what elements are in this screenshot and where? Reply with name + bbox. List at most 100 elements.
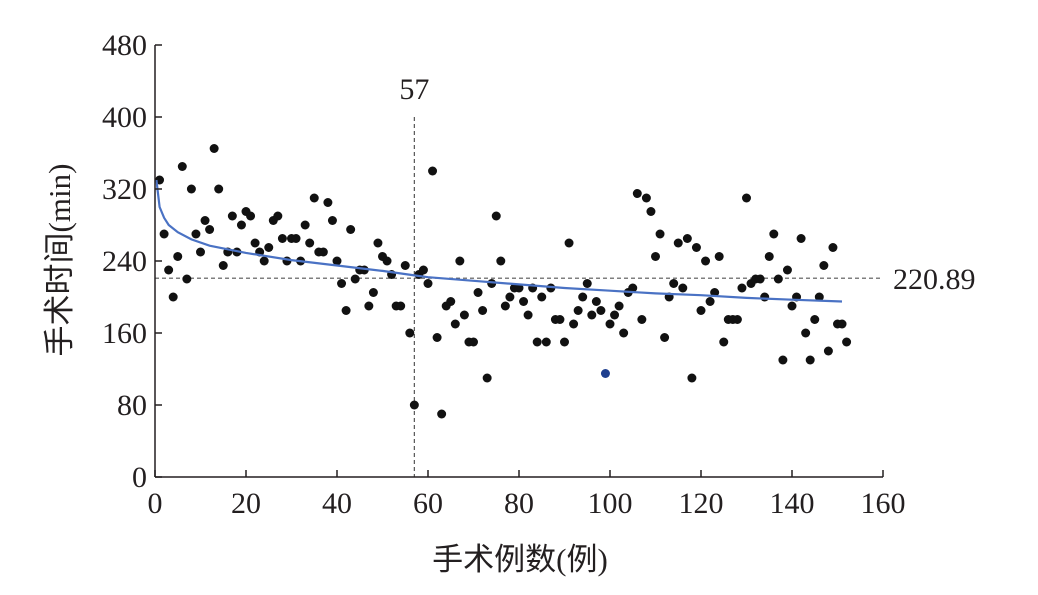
data-point [368,288,378,297]
data-point [573,306,583,315]
data-point [455,256,465,266]
data-point [637,315,647,324]
data-point [823,346,833,356]
data-point [450,319,460,329]
data-point [332,256,342,266]
horizontal-reference-label: 220.89 [893,263,976,296]
data-point [641,193,651,203]
data-point [205,225,215,234]
x-axis-title: 手术例数(例) [432,542,608,577]
data-point [277,234,287,243]
data-point [164,265,174,275]
data-point [732,315,742,324]
data-point [305,238,315,248]
data-point [428,166,438,176]
data-point [773,274,783,284]
highlighted-data-point [600,369,610,378]
data-point [273,211,283,221]
x-tick-label: 20 [231,487,261,520]
data-point [541,337,551,347]
data-point [796,234,806,243]
data-point [259,256,269,266]
data-point [842,337,852,347]
data-point [801,328,811,338]
data-point [837,319,847,329]
data-point [591,297,601,306]
data-point [614,301,624,311]
data-point [814,292,824,302]
data-point [655,229,665,239]
data-point [782,265,792,275]
y-tick-label: 400 [102,101,147,134]
data-point [350,274,360,284]
data-point [236,220,246,230]
data-point [569,319,579,329]
data-point [200,216,210,225]
data-point [337,279,347,288]
data-point [400,261,410,270]
y-tick-label: 80 [117,389,147,422]
data-point [346,225,356,234]
data-point [300,220,310,230]
data-point [396,301,406,311]
data-point [459,310,469,320]
data-point [227,211,237,221]
data-point [341,306,351,315]
data-point [209,144,219,153]
data-point [810,315,820,324]
data-point [560,337,569,347]
data-point [628,283,638,293]
data-point [719,337,729,347]
data-point [191,229,201,239]
data-point [778,355,788,365]
data-point [437,409,447,419]
data-point [323,198,333,207]
y-tick-label: 160 [102,317,147,350]
data-point [646,207,656,216]
fit-curve-layer [155,179,843,303]
data-point [787,301,797,311]
data-point [382,256,392,266]
data-point [619,328,629,338]
data-point [587,310,597,320]
data-point [819,261,829,270]
reference-lines [155,117,883,477]
data-point [246,211,256,221]
data-point [605,319,615,329]
data-point [482,373,492,383]
data-point [764,252,774,261]
data-point [491,211,501,221]
scatter-points [155,144,852,419]
data-point [505,292,515,302]
data-point [519,297,529,306]
data-point [805,355,815,365]
data-point [182,274,192,284]
data-point [218,261,228,270]
data-point [760,292,770,302]
data-point [469,337,478,347]
data-point [514,283,524,293]
x-tick-label: 100 [588,487,633,520]
data-point [309,193,319,203]
data-point [177,162,187,171]
vertical-reference-label: 57 [399,73,429,106]
data-point [673,238,683,248]
y-tick-label: 240 [102,245,147,278]
data-point [705,297,715,306]
y-tick-label: 0 [132,461,147,494]
data-point [687,373,697,383]
x-tick-label: 80 [504,487,534,520]
data-point [423,279,433,288]
data-point [409,400,419,410]
data-point [669,279,679,288]
data-point [432,333,442,342]
data-point [537,292,547,302]
data-point [214,184,224,194]
data-point [364,301,374,311]
data-point [678,283,688,293]
data-point [682,234,692,243]
data-point [496,256,506,266]
y-tick-label: 320 [102,173,147,206]
data-point [500,301,510,311]
